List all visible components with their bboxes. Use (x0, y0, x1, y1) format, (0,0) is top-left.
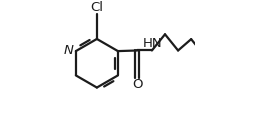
Text: N: N (64, 44, 74, 57)
Text: HN: HN (142, 37, 162, 50)
Text: Cl: Cl (90, 1, 103, 14)
Text: O: O (132, 78, 143, 91)
